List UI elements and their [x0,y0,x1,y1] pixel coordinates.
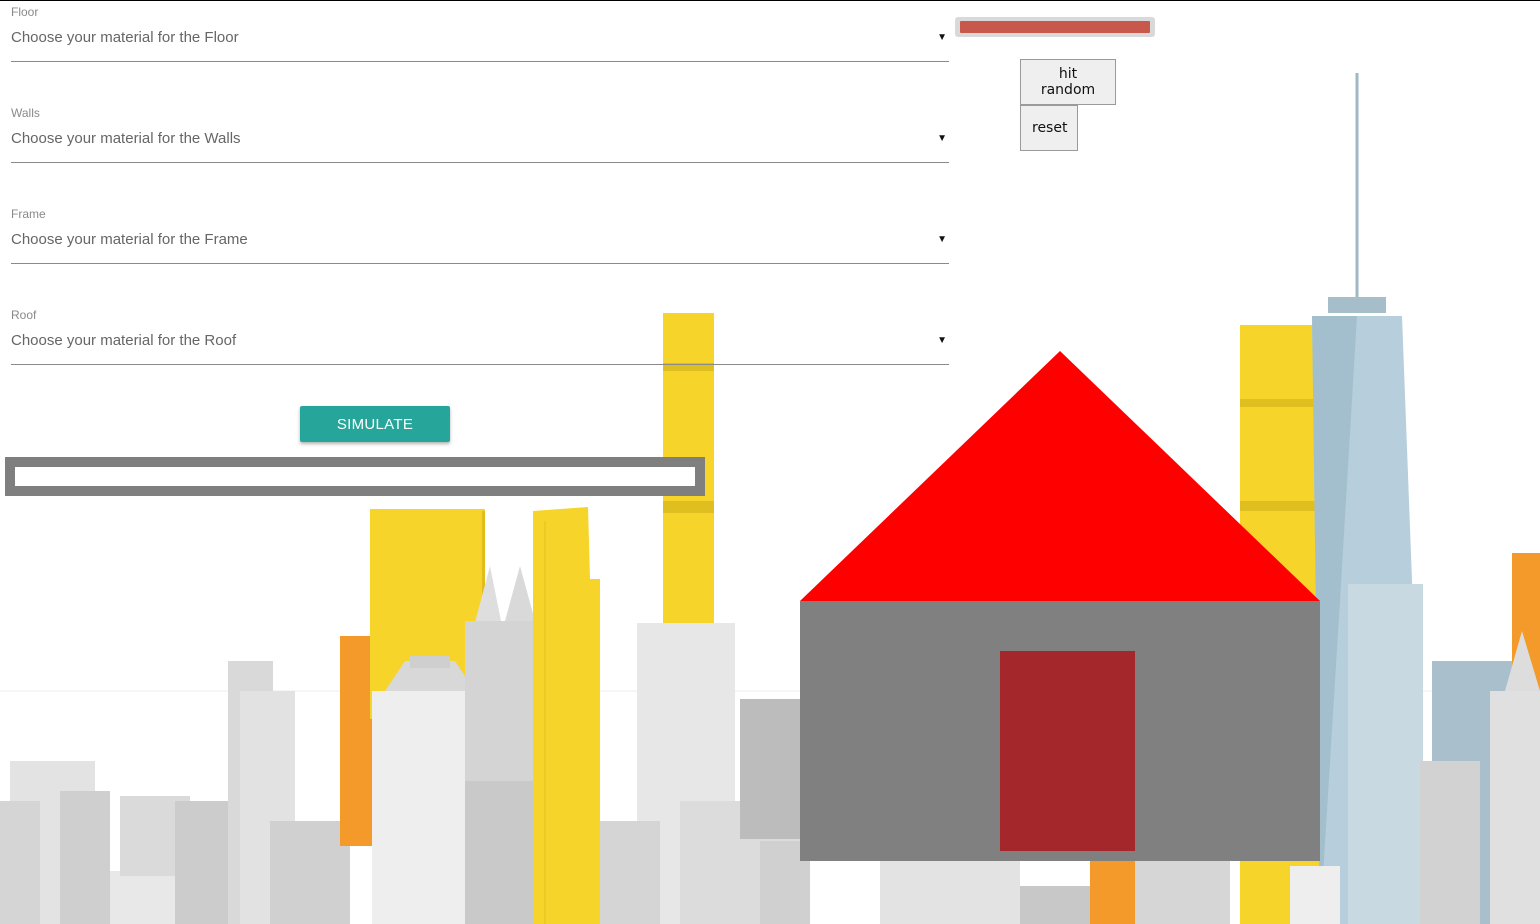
frame-field: Frame Choose your material for the Frame… [11,207,949,264]
simulation-progress-bar [5,457,705,496]
progress-track [15,467,695,486]
floor-material-select[interactable]: Choose your material for the Floor ▼ [11,23,949,53]
roof-select-placeholder: Choose your material for the Roof [11,332,237,349]
health-bar [955,17,1155,37]
floor-select-placeholder: Choose your material for the Floor [11,29,239,46]
walls-field: Walls Choose your material for the Walls… [11,106,949,163]
roof-field: Roof Choose your material for the Roof ▼ [11,308,949,365]
walls-label: Walls [11,106,40,120]
health-fill [960,21,1150,33]
floor-field: Floor Choose your material for the Floor… [11,5,949,62]
triangle-down-icon: ▼ [937,234,947,245]
hit-random-button[interactable]: hit random [1020,59,1116,105]
reset-button[interactable]: reset [1020,105,1078,151]
triangle-down-icon: ▼ [937,32,947,43]
frame-material-select[interactable]: Choose your material for the Frame ▼ [11,225,949,255]
roof-material-select[interactable]: Choose your material for the Roof ▼ [11,326,949,356]
frame-label: Frame [11,207,46,221]
walls-material-select[interactable]: Choose your material for the Walls ▼ [11,124,949,154]
floor-label: Floor [11,5,39,19]
simulate-button[interactable]: SIMULATE [300,406,450,442]
walls-select-placeholder: Choose your material for the Walls [11,130,241,147]
roof-label: Roof [11,308,37,322]
frame-select-placeholder: Choose your material for the Frame [11,231,248,248]
triangle-down-icon: ▼ [937,335,947,346]
triangle-down-icon: ▼ [937,133,947,144]
